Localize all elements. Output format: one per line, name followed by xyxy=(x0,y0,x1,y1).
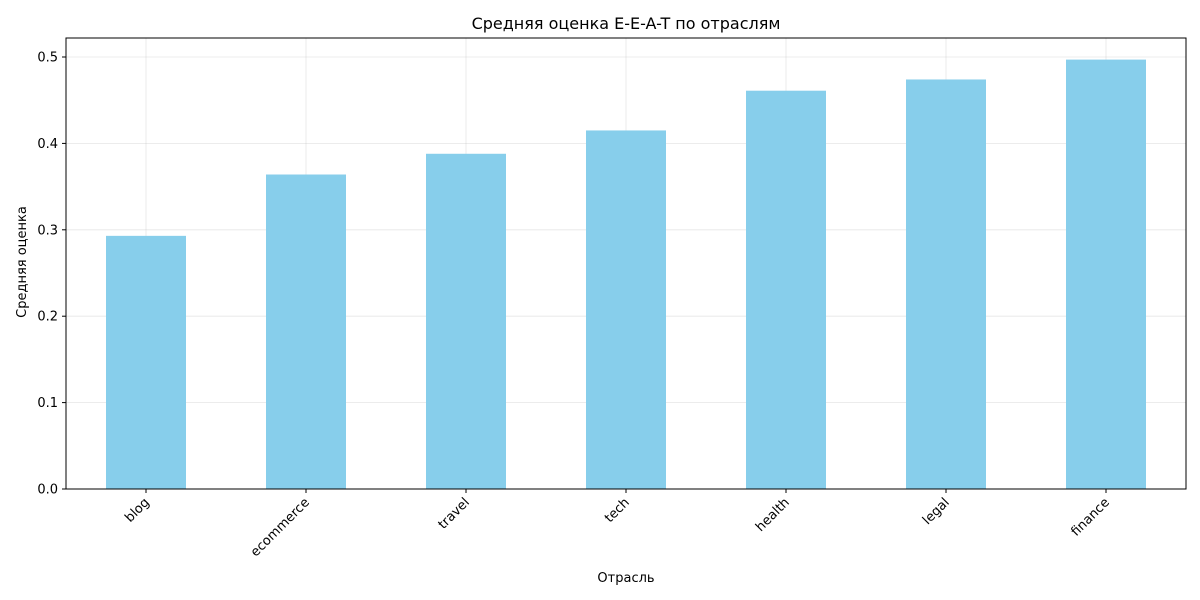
y-tick-label: 0.5 xyxy=(37,51,58,66)
y-axis-ticks: 0.0 0.1 0.2 0.3 0.4 0.5 xyxy=(37,51,66,498)
bar-legal xyxy=(906,79,986,490)
bar-tech xyxy=(586,130,666,490)
x-tick-label-finance: finance xyxy=(1068,495,1112,539)
y-tick-label: 0.3 xyxy=(37,223,58,238)
bars xyxy=(106,59,1146,490)
x-axis-label: Отрасль xyxy=(597,571,654,586)
y-tick-label: 0.4 xyxy=(37,137,58,152)
bar-finance xyxy=(1066,59,1146,490)
x-axis-ticks: blog ecommerce travel tech health legal financ… xyxy=(122,489,1113,560)
y-tick-label: 0.0 xyxy=(37,483,58,498)
x-tick-label-blog: blog xyxy=(122,495,152,525)
bar-ecommerce xyxy=(266,174,346,489)
bar-travel xyxy=(426,153,506,490)
y-tick-label: 0.1 xyxy=(37,396,58,411)
bar-health xyxy=(746,90,826,489)
x-tick-label-tech: tech xyxy=(602,495,633,526)
bar-blog xyxy=(106,235,186,489)
x-tick-label-travel: travel xyxy=(436,495,473,532)
chart-title: Средняя оценка E-E-A-T по отраслям xyxy=(472,14,781,33)
x-tick-label-ecommerce: ecommerce xyxy=(248,495,313,560)
x-tick-label-health: health xyxy=(753,495,793,535)
y-tick-label: 0.2 xyxy=(37,310,58,325)
x-tick-label-legal: legal xyxy=(920,495,953,528)
y-axis-label: Средняя оценка xyxy=(15,206,30,318)
